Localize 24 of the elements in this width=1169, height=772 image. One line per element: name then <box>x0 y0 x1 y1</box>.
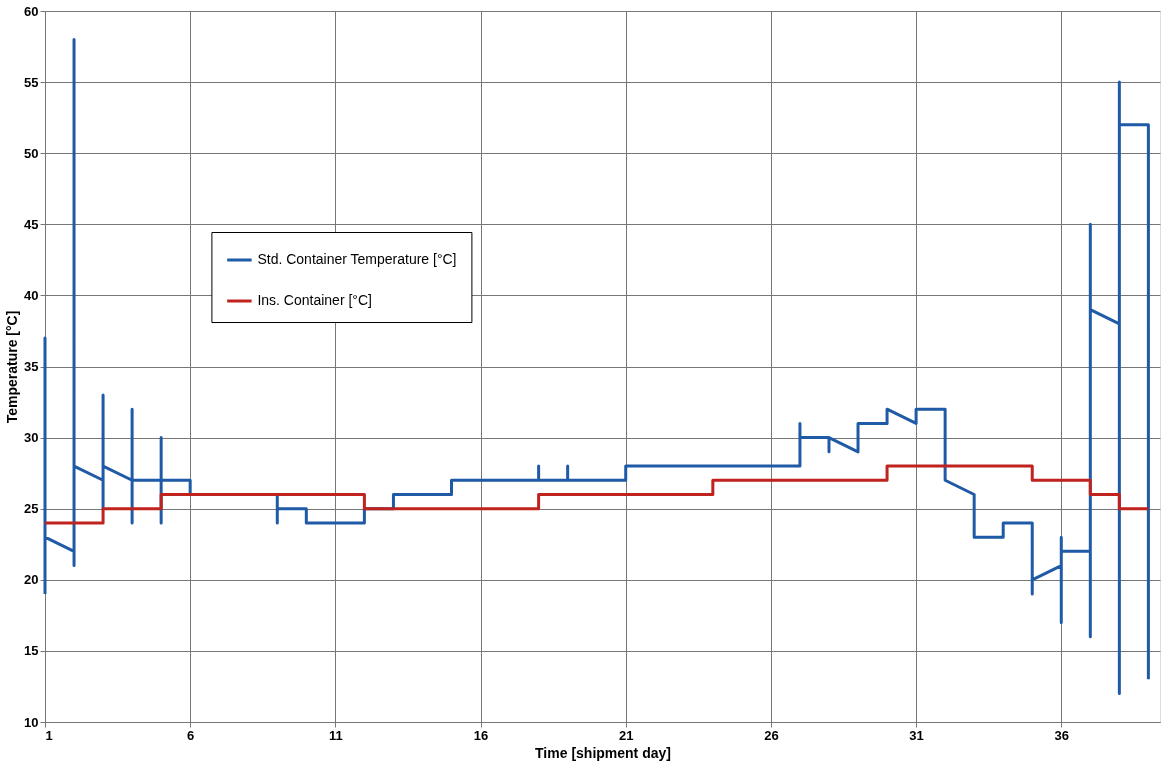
y-axis-title: Temperature [°C] <box>4 310 21 424</box>
x-tick-label: 11 <box>328 727 343 743</box>
y-tick-label: 50 <box>24 145 39 161</box>
x-tick-label: 26 <box>764 727 779 743</box>
y-tick-label: 45 <box>24 216 39 232</box>
x-tick-label: 16 <box>473 727 489 743</box>
y-tick-label: 15 <box>24 643 39 659</box>
legend-label: Ins. Container [°C] <box>257 292 372 308</box>
y-tick-label: 30 <box>24 430 39 446</box>
x-axis-title: Time [shipment day] <box>535 744 671 761</box>
y-tick-label: 25 <box>24 501 39 517</box>
y-tick-label: 40 <box>24 287 39 303</box>
legend-label: Std. Container Temperature [°C] <box>257 251 457 267</box>
x-tick-label: 21 <box>618 727 634 743</box>
x-tick-label: 1 <box>45 727 53 743</box>
x-tick-label: 36 <box>1054 727 1070 743</box>
line-series <box>43 37 1150 696</box>
y-tick-label: 10 <box>24 714 39 730</box>
x-tick-label: 6 <box>187 727 195 743</box>
y-tick-label: 35 <box>24 359 39 374</box>
y-tick-label: 60 <box>24 3 39 19</box>
y-tick-label: 55 <box>24 74 39 90</box>
y-tick-label: 20 <box>24 572 39 588</box>
x-tick-label: 31 <box>909 727 924 743</box>
